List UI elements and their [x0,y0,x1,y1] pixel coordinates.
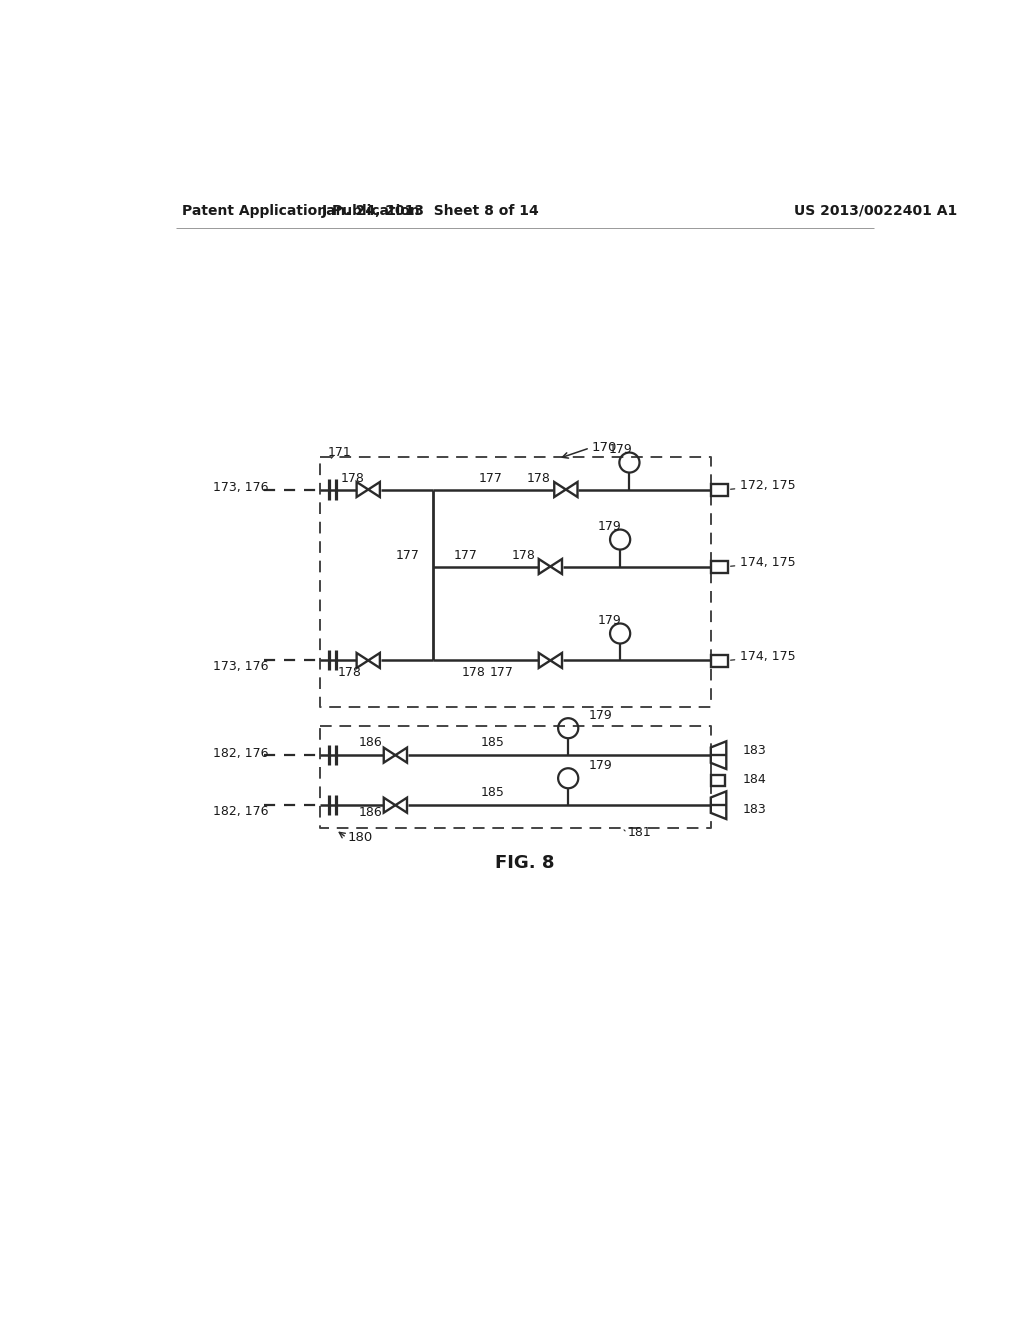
Text: 173, 176: 173, 176 [213,660,268,673]
Text: Patent Application Publication: Patent Application Publication [182,203,420,218]
Text: FIG. 8: FIG. 8 [495,854,555,873]
Text: 183: 183 [742,744,766,758]
Text: 174, 175: 174, 175 [730,556,796,569]
Text: 170: 170 [592,441,616,454]
Bar [711,655,728,667]
Text: 179: 179 [598,520,622,533]
Text: 173, 176: 173, 176 [213,482,268,495]
Bar [711,775,725,785]
Text: 177: 177 [396,549,420,562]
Text: 177: 177 [454,549,477,562]
Text: 185: 185 [480,737,505,750]
Text: 178: 178 [526,473,550,486]
Text: 185: 185 [480,787,505,800]
Text: 183: 183 [742,804,766,816]
Text: 179: 179 [589,759,613,772]
Text: 179: 179 [589,709,613,722]
Text: 178: 178 [461,667,485,680]
Text: 172, 175: 172, 175 [730,479,796,492]
Bar [711,484,728,496]
Text: 181: 181 [628,826,651,840]
Text: 186: 186 [359,807,383,820]
Text: 179: 179 [598,614,622,627]
Text: 178: 178 [340,473,365,486]
Text: 186: 186 [359,737,383,750]
Text: 182, 176: 182, 176 [213,805,268,818]
Text: 177: 177 [478,473,502,486]
Text: 182, 176: 182, 176 [213,747,268,760]
Text: US 2013/0022401 A1: US 2013/0022401 A1 [795,203,957,218]
Text: 178: 178 [337,667,361,680]
Text: 174, 175: 174, 175 [730,649,796,663]
Text: Jan. 24, 2013  Sheet 8 of 14: Jan. 24, 2013 Sheet 8 of 14 [322,203,539,218]
Text: 177: 177 [489,667,514,680]
Text: 171: 171 [328,446,351,459]
Text: 180: 180 [347,832,373,843]
Text: 179: 179 [608,444,632,455]
Bar [711,561,728,573]
Text: 184: 184 [742,774,766,787]
Text: 178: 178 [512,549,536,562]
